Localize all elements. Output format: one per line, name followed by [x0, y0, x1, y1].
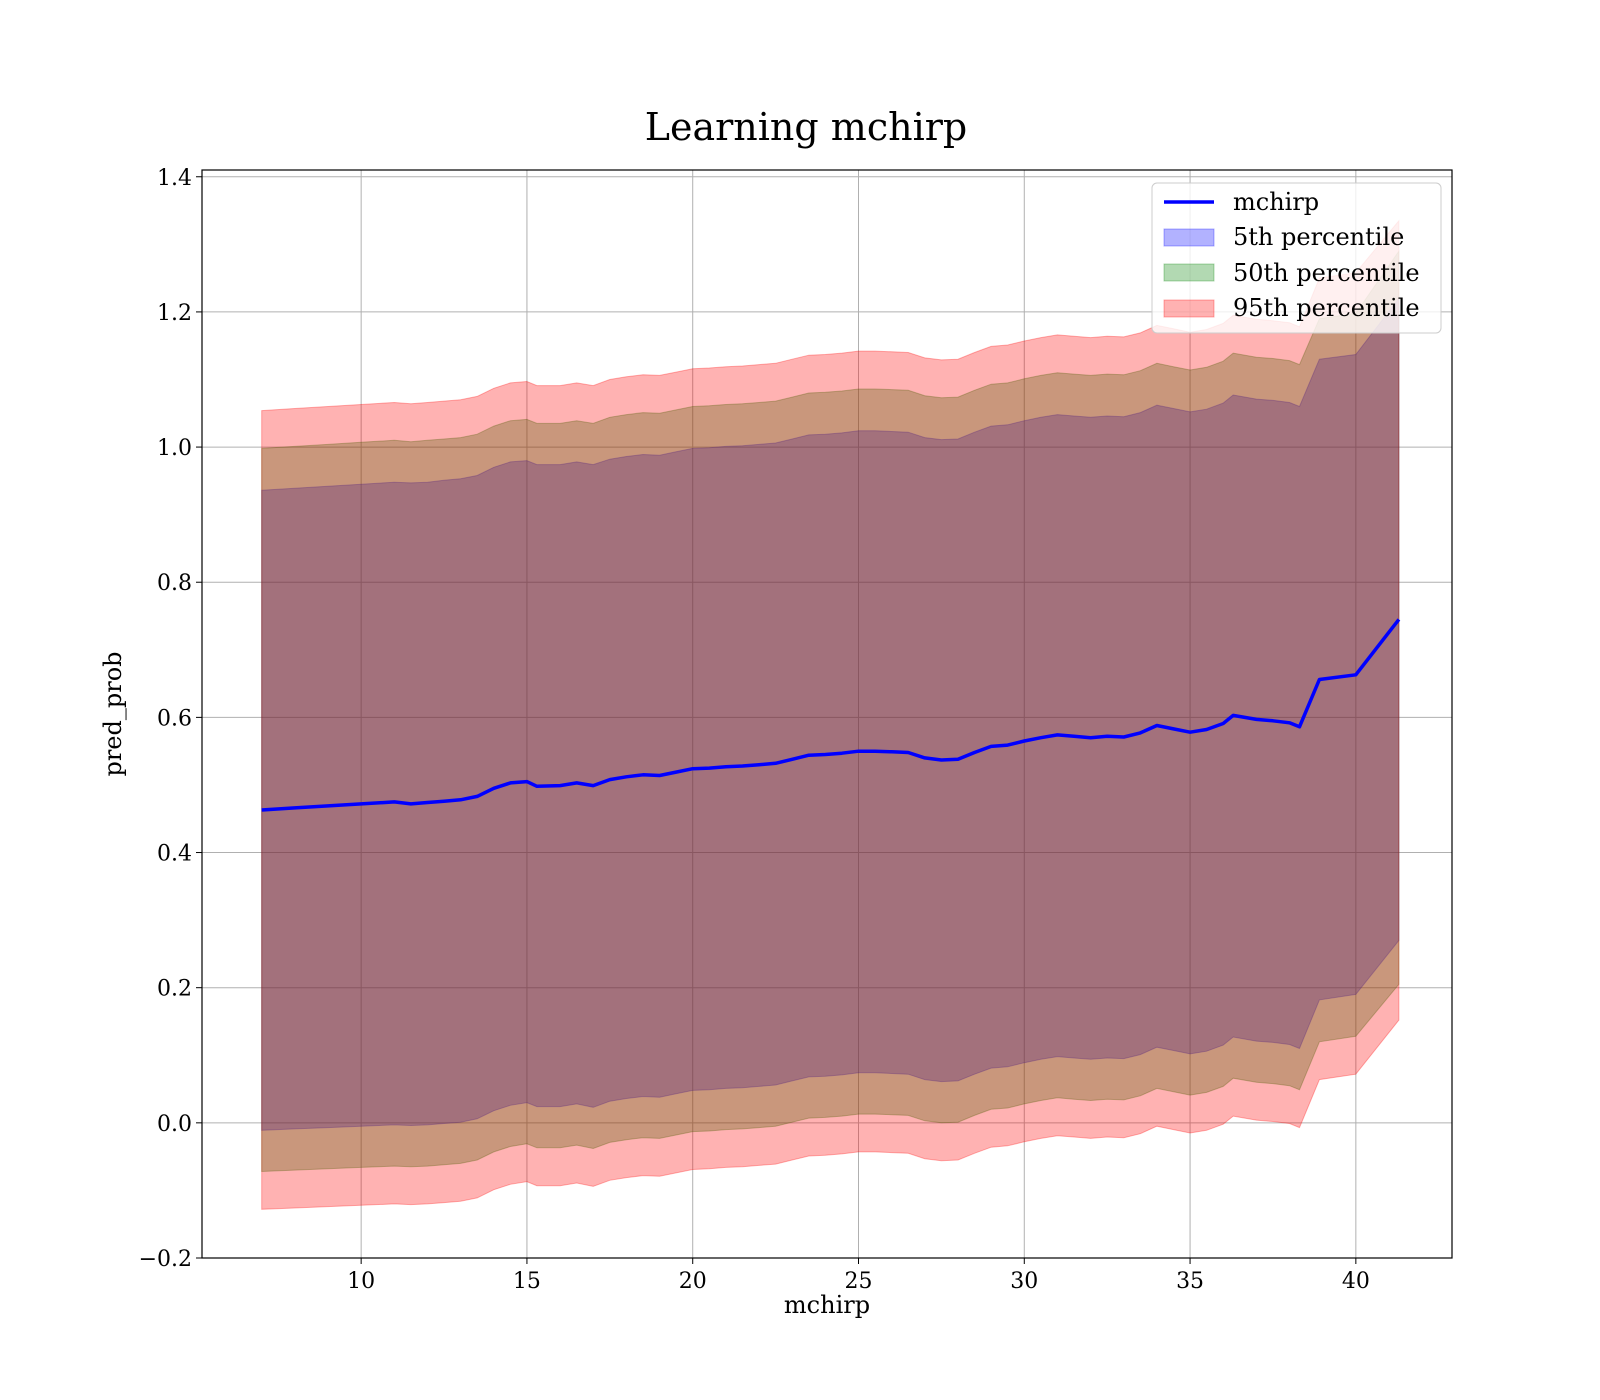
y-tick-label: 0.4	[157, 842, 192, 867]
chart-title: Learning mchirp	[645, 105, 967, 149]
legend-label-5th: 5th percentile	[1233, 223, 1404, 251]
y-tick-label: 0.0	[157, 1112, 192, 1137]
y-axis-label: pred_prob	[99, 651, 127, 776]
x-tick-label: 40	[1342, 1269, 1370, 1294]
legend-label-50th: 50th percentile	[1233, 259, 1420, 287]
legend-label-mchirp: mchirp	[1233, 188, 1319, 216]
y-tick-label: 1.2	[157, 301, 192, 326]
legend-box	[1151, 182, 1442, 334]
legend: mchirp 5th percentile 50th percentile 95…	[1151, 182, 1442, 334]
mchirp-line	[261, 618, 1401, 812]
percentile-bands	[261, 219, 1400, 1210]
band-95th-percentile	[261, 219, 1400, 1210]
x-tick-label: 30	[1010, 1269, 1038, 1294]
x-tick-label: 35	[1176, 1269, 1204, 1294]
y-tick-label: 1.4	[157, 166, 192, 191]
x-axis-label: mchirp	[784, 1291, 870, 1319]
y-tick-label: 0.6	[157, 706, 192, 731]
y-tick-label: 0.2	[157, 977, 192, 1002]
legend-swatch-95th	[1163, 299, 1215, 318]
x-tick-label: 25	[844, 1269, 872, 1294]
legend-label-95th: 95th percentile	[1233, 294, 1420, 322]
band-50th-percentile	[261, 249, 1400, 1173]
plot-frame	[201, 169, 1453, 1259]
band-5th-percentile	[261, 296, 1400, 1131]
y-axis-ticks: −0.2 0.0 0.2 0.4 0.6 0.8 1.0 1.2 1.4	[139, 166, 202, 1272]
legend-swatch-5th	[1163, 228, 1215, 247]
x-tick-label: 10	[347, 1269, 375, 1294]
x-tick-label: 20	[679, 1269, 707, 1294]
y-tick-label: 1.0	[157, 436, 192, 461]
x-axis-ticks: 10 15 20 25 30 35 40	[347, 1258, 1370, 1294]
mean-line-group	[261, 618, 1401, 812]
x-tick-label: 15	[513, 1269, 541, 1294]
y-tick-label: 0.8	[157, 571, 192, 596]
legend-swatch-50th	[1163, 263, 1215, 282]
y-tick-label: −0.2	[139, 1247, 192, 1272]
